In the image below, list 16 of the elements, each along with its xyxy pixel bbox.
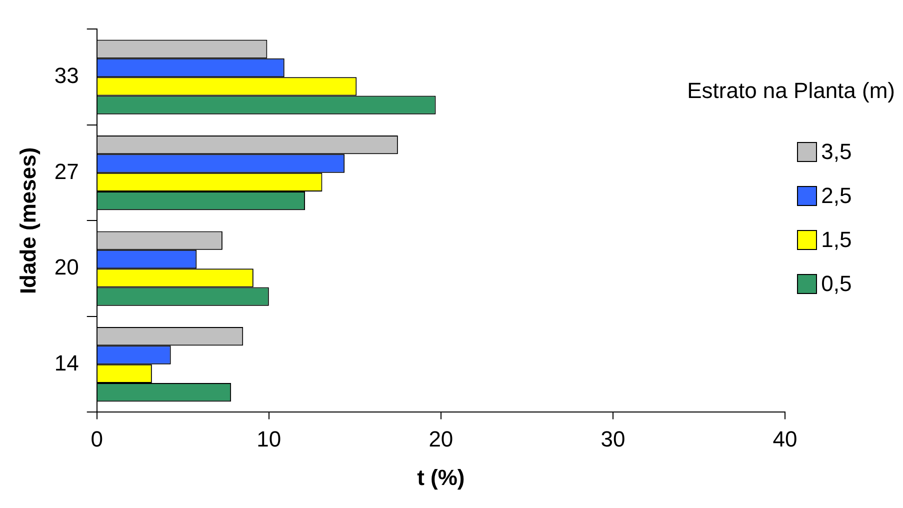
x-tick-label: 20 — [428, 426, 454, 452]
x-tick-label: 10 — [256, 426, 282, 452]
legend-label: 1,5 — [821, 227, 852, 253]
x-tick-label: 30 — [600, 426, 626, 452]
y-tick-label: 33 — [54, 63, 79, 88]
legend-label: 3,5 — [821, 139, 852, 165]
y-axis-title: Idade (meses) — [15, 147, 40, 294]
y-tick-label: 27 — [54, 158, 79, 184]
y-tick-label: 14 — [54, 350, 79, 376]
x-axis-title: t (%) — [417, 464, 465, 490]
y-tick-label: 20 — [54, 254, 79, 280]
legend-label: 2,5 — [821, 183, 852, 209]
legend-title: Estrato na Planta (m) — [687, 78, 895, 104]
x-tick-label: 40 — [772, 426, 798, 452]
x-tick-label: 0 — [90, 426, 103, 452]
legend-label: 0,5 — [821, 271, 852, 297]
